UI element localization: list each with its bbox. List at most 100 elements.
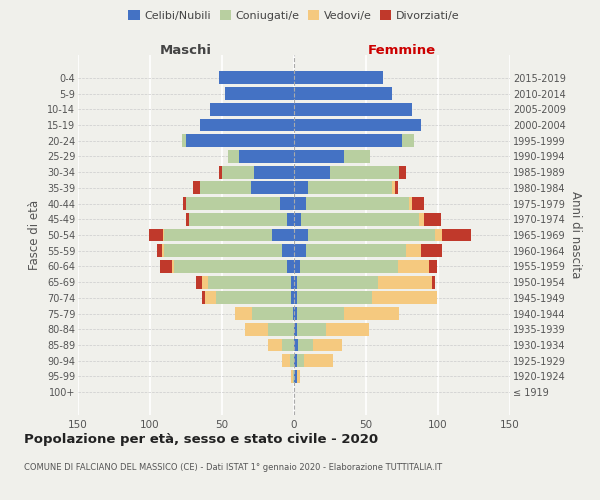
Bar (202, 292, 205, 304)
Bar (298, 338, 313, 351)
Bar (294, 323, 297, 336)
Bar (200, 182, 251, 194)
Bar (432, 276, 435, 288)
Bar (200, 118, 294, 132)
Bar (294, 370, 297, 383)
Bar (193, 182, 200, 194)
Y-axis label: Anni di nascita: Anni di nascita (569, 192, 583, 278)
Bar (208, 276, 291, 288)
Bar (291, 276, 294, 288)
Bar (293, 307, 294, 320)
Bar (149, 228, 163, 241)
Bar (409, 197, 412, 210)
Bar (402, 134, 413, 147)
Bar (216, 292, 291, 304)
Bar (297, 307, 344, 320)
Bar (294, 307, 297, 320)
Bar (182, 134, 186, 147)
Bar (294, 87, 392, 100)
Bar (183, 197, 186, 210)
Bar (294, 354, 297, 367)
Bar (294, 72, 383, 85)
Bar (305, 197, 409, 210)
Text: Femmine: Femmine (368, 44, 436, 58)
Bar (398, 260, 430, 273)
Bar (283, 354, 290, 367)
Bar (160, 260, 172, 273)
Bar (392, 182, 395, 194)
Bar (293, 370, 294, 383)
Bar (254, 166, 294, 178)
Bar (287, 260, 294, 273)
Bar (287, 213, 294, 226)
Bar (186, 134, 294, 147)
Bar (377, 276, 432, 288)
Bar (294, 276, 297, 288)
Bar (280, 197, 294, 210)
Bar (186, 197, 280, 210)
Bar (219, 166, 222, 178)
Bar (421, 244, 442, 257)
Bar (304, 354, 333, 367)
Bar (330, 166, 399, 178)
Text: Popolazione per età, sesso e stato civile - 2020: Popolazione per età, sesso e stato civil… (24, 432, 378, 446)
Bar (189, 213, 287, 226)
Bar (211, 103, 294, 116)
Bar (305, 244, 406, 257)
Bar (395, 182, 398, 194)
Bar (283, 244, 294, 257)
Bar (344, 307, 399, 320)
Bar (245, 323, 268, 336)
Bar (326, 323, 369, 336)
Bar (412, 197, 424, 210)
Bar (294, 118, 421, 132)
Bar (164, 228, 272, 241)
Bar (205, 292, 216, 304)
Bar (294, 260, 300, 273)
Bar (222, 166, 254, 178)
Bar (291, 292, 294, 304)
Bar (308, 228, 435, 241)
Bar (239, 150, 294, 163)
Bar (251, 182, 294, 194)
Bar (283, 338, 294, 351)
Bar (294, 182, 308, 194)
Bar (419, 213, 424, 226)
Bar (297, 323, 326, 336)
Bar (164, 244, 283, 257)
Bar (202, 276, 208, 288)
Bar (442, 228, 471, 241)
Bar (294, 292, 297, 304)
Bar (294, 338, 298, 351)
Text: Maschi: Maschi (160, 44, 212, 58)
Bar (344, 150, 370, 163)
Y-axis label: Fasce di età: Fasce di età (28, 200, 41, 270)
Bar (291, 370, 293, 383)
Bar (196, 276, 202, 288)
Bar (161, 244, 164, 257)
Bar (163, 228, 164, 241)
Bar (225, 87, 294, 100)
Bar (294, 103, 412, 116)
Bar (308, 182, 392, 194)
Bar (372, 292, 437, 304)
Bar (294, 134, 402, 147)
Bar (399, 166, 406, 178)
Text: COMUNE DI FALCIANO DEL MASSICO (CE) - Dati ISTAT 1° gennaio 2020 - Elaborazione : COMUNE DI FALCIANO DEL MASSICO (CE) - Da… (24, 462, 442, 471)
Bar (294, 150, 344, 163)
Bar (300, 260, 398, 273)
Bar (290, 354, 294, 367)
Bar (252, 307, 293, 320)
Bar (406, 244, 421, 257)
Bar (294, 228, 308, 241)
Bar (294, 244, 305, 257)
Bar (297, 292, 372, 304)
Bar (294, 197, 305, 210)
Bar (424, 213, 441, 226)
Bar (235, 307, 252, 320)
Bar (294, 213, 301, 226)
Bar (228, 150, 239, 163)
Bar (172, 260, 175, 273)
Bar (301, 213, 419, 226)
Bar (272, 228, 294, 241)
